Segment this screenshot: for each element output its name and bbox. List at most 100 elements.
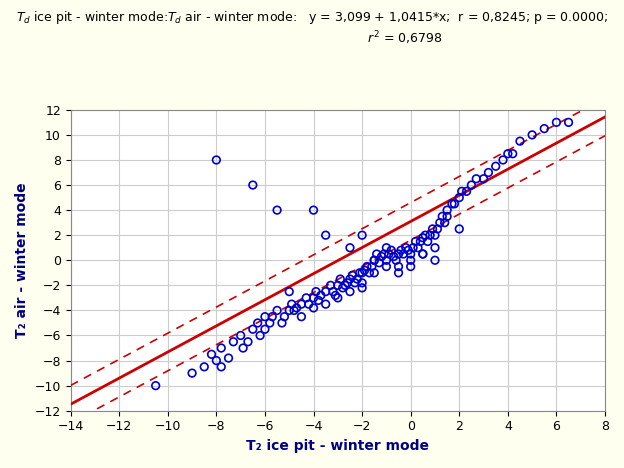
Point bbox=[427, 225, 437, 233]
Point bbox=[321, 300, 331, 308]
Point bbox=[447, 200, 457, 208]
Point bbox=[345, 244, 355, 251]
Point bbox=[369, 256, 379, 264]
Point bbox=[212, 357, 222, 364]
Point bbox=[248, 181, 258, 189]
Point bbox=[350, 279, 360, 286]
Point bbox=[296, 313, 306, 321]
Point bbox=[228, 338, 238, 345]
Point bbox=[333, 294, 343, 302]
Point bbox=[406, 250, 416, 258]
Point bbox=[265, 319, 275, 327]
Point bbox=[217, 363, 227, 371]
Y-axis label: T₂ air - winter mode: T₂ air - winter mode bbox=[15, 183, 29, 338]
Point bbox=[236, 332, 246, 339]
Point bbox=[391, 256, 401, 264]
Point bbox=[435, 219, 445, 227]
Point bbox=[369, 269, 379, 277]
Point bbox=[422, 238, 432, 245]
Point bbox=[430, 256, 440, 264]
Point bbox=[207, 351, 217, 358]
Point bbox=[357, 269, 367, 277]
Point bbox=[286, 300, 296, 308]
Point bbox=[389, 253, 399, 260]
Point bbox=[408, 244, 418, 251]
Point bbox=[304, 300, 314, 308]
Point bbox=[277, 319, 287, 327]
Text: $T_d$ ice pit - winter mode:$T_d$ air - winter mode:   y = 3,099 + 1,0415*x;  r : $T_d$ ice pit - winter mode:$T_d$ air - … bbox=[16, 9, 608, 47]
Point bbox=[296, 300, 306, 308]
Point bbox=[515, 138, 525, 145]
Point bbox=[301, 294, 311, 302]
Point bbox=[479, 175, 489, 183]
Point bbox=[471, 175, 481, 183]
Point bbox=[308, 304, 318, 312]
Point bbox=[490, 162, 500, 170]
Point bbox=[255, 332, 265, 339]
Point bbox=[394, 263, 404, 271]
Point bbox=[539, 125, 549, 132]
Point bbox=[217, 344, 227, 352]
Point bbox=[440, 219, 450, 227]
Point bbox=[432, 225, 442, 233]
Point bbox=[328, 288, 338, 295]
Point bbox=[449, 200, 459, 208]
Point bbox=[243, 338, 253, 345]
Point bbox=[442, 212, 452, 220]
Point bbox=[442, 206, 452, 214]
Point bbox=[248, 325, 258, 333]
Point bbox=[394, 250, 404, 258]
Point bbox=[406, 263, 416, 271]
Point bbox=[384, 250, 394, 258]
Point bbox=[457, 188, 467, 195]
Point bbox=[340, 282, 350, 289]
Point bbox=[508, 150, 518, 157]
Point bbox=[321, 232, 331, 239]
Point bbox=[330, 292, 340, 299]
Point bbox=[338, 284, 348, 292]
Point bbox=[462, 188, 472, 195]
Point bbox=[398, 250, 408, 258]
Point bbox=[348, 271, 358, 279]
Point bbox=[285, 288, 295, 295]
Point bbox=[357, 279, 367, 286]
Point bbox=[437, 212, 447, 220]
Point bbox=[308, 206, 318, 214]
Point bbox=[416, 238, 426, 245]
Point bbox=[396, 247, 406, 254]
Point bbox=[212, 156, 222, 164]
Point bbox=[291, 304, 301, 312]
Point bbox=[364, 269, 374, 277]
Point bbox=[353, 275, 363, 283]
Point bbox=[280, 313, 290, 321]
Point bbox=[552, 118, 562, 126]
Point bbox=[313, 297, 323, 304]
Point bbox=[308, 294, 318, 302]
Point bbox=[357, 284, 367, 292]
Point bbox=[466, 181, 476, 189]
Point bbox=[503, 150, 513, 157]
Point bbox=[374, 259, 384, 266]
Point bbox=[381, 244, 391, 251]
Point bbox=[354, 269, 364, 277]
Point bbox=[150, 382, 160, 389]
Point bbox=[260, 313, 270, 321]
Point bbox=[187, 369, 197, 377]
Point bbox=[362, 263, 372, 271]
Point bbox=[253, 319, 263, 327]
Point bbox=[272, 206, 282, 214]
Point bbox=[418, 250, 428, 258]
Point bbox=[333, 282, 343, 289]
Point bbox=[369, 256, 379, 264]
Point bbox=[321, 288, 331, 295]
Point bbox=[403, 247, 413, 254]
Point bbox=[199, 363, 209, 371]
Point bbox=[367, 263, 377, 271]
Point bbox=[316, 292, 326, 299]
Point bbox=[238, 344, 248, 352]
Point bbox=[372, 250, 382, 258]
Point bbox=[394, 269, 404, 277]
Point bbox=[498, 156, 508, 164]
Point bbox=[527, 131, 537, 139]
Point bbox=[223, 354, 233, 362]
